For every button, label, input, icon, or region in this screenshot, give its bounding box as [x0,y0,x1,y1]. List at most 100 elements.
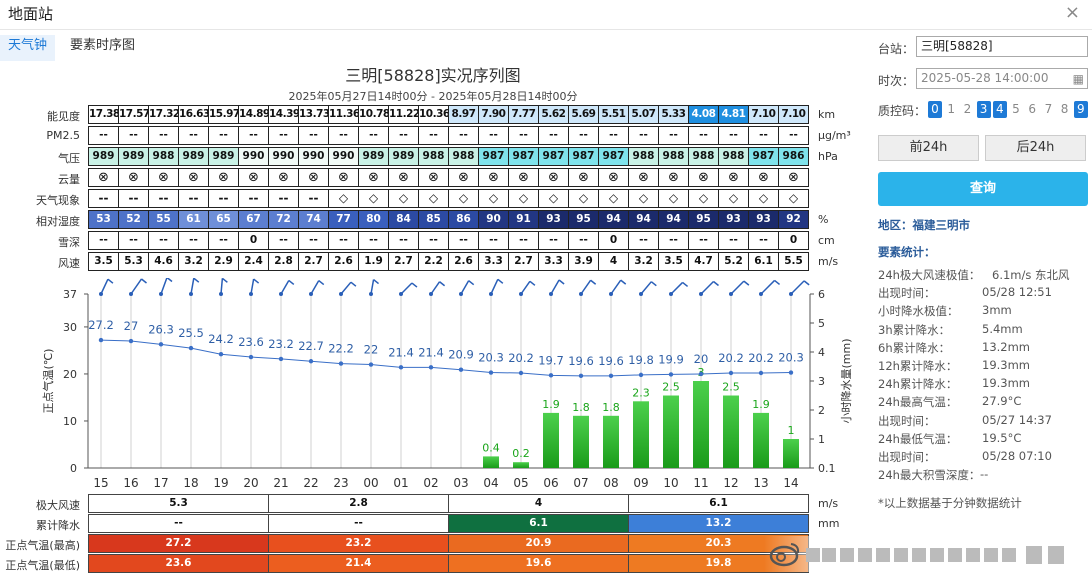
table-cell: -- [628,231,659,250]
table-cell: -- [538,231,569,250]
qc-code[interactable]: 7 [1044,102,1053,116]
query-panel: 台站： 三明[58828] 时次： 2025-05-28 14:00:00 ▦ … [866,31,1092,581]
table-cell: ⊗ [538,168,569,187]
table-cell: ⊗ [598,168,629,187]
temperature-point [278,356,284,362]
summary-cell: 27.2 [88,534,269,553]
tab-weather-clock[interactable]: 天气钟 [0,35,56,61]
table-cell: 90 [478,210,509,229]
station-input[interactable]: 三明[58828] [916,36,1088,57]
qc-code[interactable]: 6 [1028,102,1036,116]
wind-barb-feather [166,278,173,283]
wind-barb-feather [529,280,536,286]
table-cell: 2.6 [328,252,359,271]
time-input[interactable]: 2025-05-28 14:00:00 ▦ [916,68,1088,89]
summary-cell: 6.1 [628,494,809,513]
table-cell: ◇ [328,189,359,208]
stats-title: 要素统计： [878,245,936,259]
x-tick-label: 16 [123,476,138,490]
temperature-point [788,370,794,375]
wind-barb-feather [682,281,689,288]
table-cell: 986 [778,147,809,166]
table-cell: 988 [628,147,659,166]
rain-bar [633,401,649,468]
table-cell: 989 [178,147,209,166]
table-cell: -- [448,231,479,250]
table-cell: -- [268,126,299,145]
qc-code[interactable]: 2 [963,102,972,116]
rain-label: 1.8 [572,401,590,414]
table-cell: 990 [238,147,269,166]
temperature-label: 19.6 [598,354,624,368]
table-cell: 61 [178,210,209,229]
table-cell: 8.97 [448,105,479,124]
table-cell: 3.5 [658,252,689,271]
wind-barb-staff [490,279,499,295]
y2-tick-label: 2 [818,404,825,417]
stat-label: 12h累计降水： [878,359,958,373]
temperature-point [548,373,554,378]
calendar-icon[interactable]: ▦ [1072,72,1084,86]
table-cell: -- [688,231,719,250]
table-cell: 988 [718,147,749,166]
stat-label: 24h极大风速极值： [878,268,981,282]
summary-cell: 19.8 [628,554,809,573]
table-cell: -- [118,189,149,208]
x-tick-label: 07 [573,476,588,490]
table-cell: ◇ [508,189,539,208]
table-cell: 989 [118,147,149,166]
table-cell: 5.2 [718,252,749,271]
table-cell: 988 [688,147,719,166]
table-cell: 65 [208,210,239,229]
rain-label: 1.9 [752,398,770,411]
table-row-label: 云量 [58,173,80,186]
qc-code[interactable]: 1 [947,102,955,116]
qc-code[interactable]: 5 [1012,102,1020,116]
table-cell: -- [478,126,509,145]
table-row-label: 风速 [58,257,80,270]
table-cell: -- [508,231,539,250]
table-cell: ⊗ [688,168,719,187]
wind-barb-feather [774,279,781,286]
rain-bar [483,456,499,468]
table-cell: 987 [538,147,569,166]
x-tick-label: 10 [663,476,678,490]
qc-code[interactable]: 8 [1060,102,1069,116]
qc-code[interactable]: 9 [1073,101,1088,118]
table-cell: 84 [388,210,419,229]
wind-barb-feather [350,281,357,287]
table-cell: 3.2 [178,252,209,271]
stat-label: 6h累计降水： [878,340,951,355]
rain-label: 0.4 [482,441,500,454]
table-cell: 5.3 [118,252,149,271]
table-cell: -- [268,231,299,250]
qc-code[interactable]: 0 [928,101,942,118]
table-cell: -- [538,126,569,145]
y-tick-label: 20 [63,368,77,381]
table-cell: ◇ [448,189,479,208]
table-cell: -- [658,231,689,250]
temperature-label: 27 [124,319,139,333]
table-cell: 990 [298,147,329,166]
table-cell: 94 [658,210,689,229]
y2-tick-label: 4 [818,346,825,359]
summary-cell: 6.1 [448,514,629,533]
rain-label: 0.2 [512,447,530,460]
tab-element-timeseries[interactable]: 要素时序图 [70,38,136,53]
close-icon[interactable]: × [1064,2,1080,23]
time-label: 时次： [878,74,915,88]
next-24h-button[interactable]: 后24h [985,135,1086,161]
summary-unit: m/s [818,497,839,510]
wind-barb-staff [670,281,684,295]
table-cell: -- [298,189,329,208]
wind-barb-staff [580,279,592,295]
prev-24h-button[interactable]: 前24h [878,135,979,161]
query-button[interactable]: 查询 [878,172,1088,206]
table-cell: ◇ [538,189,569,208]
summary-cell: 5.3 [88,494,269,513]
qc-code[interactable]: 4 [992,101,1007,118]
rain-bar [603,415,619,468]
table-cell: ⊗ [238,168,269,187]
qc-code[interactable]: 3 [976,101,991,118]
stat-label: 24h最大积雪深度： [878,468,981,483]
